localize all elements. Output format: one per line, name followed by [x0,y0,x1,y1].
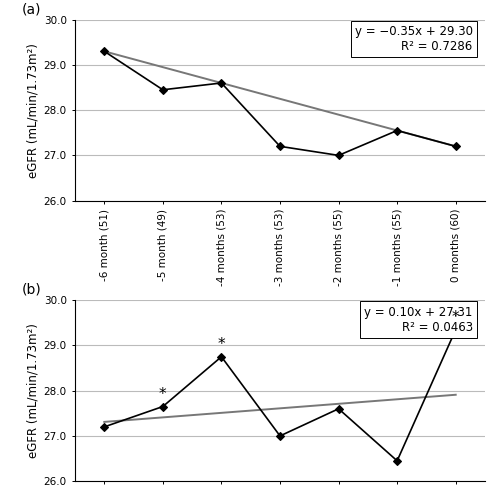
Text: (b): (b) [22,282,42,297]
Text: y = −0.35x + 29.30
R² = 0.7286: y = −0.35x + 29.30 R² = 0.7286 [354,25,472,53]
Text: *: * [159,387,166,402]
Y-axis label: eGFR (mL/min/1.73m²): eGFR (mL/min/1.73m²) [26,323,40,458]
Text: *: * [218,337,225,352]
Y-axis label: eGFR (mL/min/1.73m²): eGFR (mL/min/1.73m²) [26,43,40,178]
Text: (a): (a) [22,2,41,16]
Text: *: * [452,310,460,325]
Text: y = 0.10x + 27.31
R² = 0.0463: y = 0.10x + 27.31 R² = 0.0463 [364,305,472,333]
